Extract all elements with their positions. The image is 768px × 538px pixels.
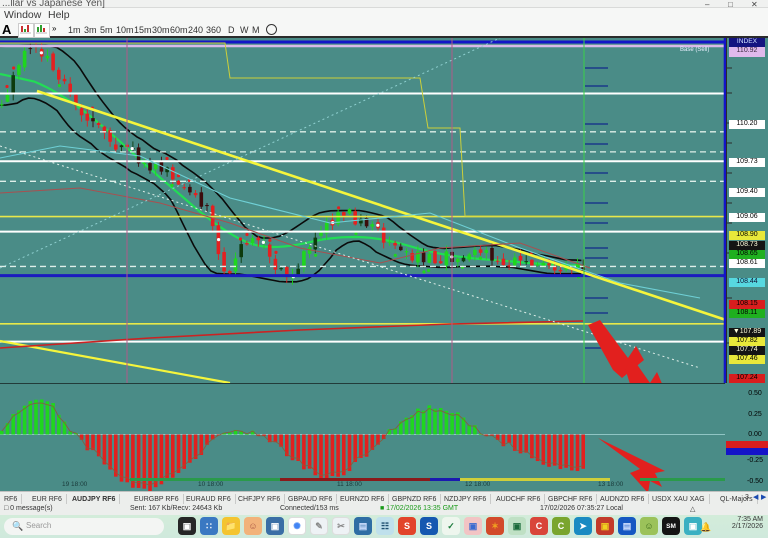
svg-text:A: A xyxy=(2,22,12,37)
